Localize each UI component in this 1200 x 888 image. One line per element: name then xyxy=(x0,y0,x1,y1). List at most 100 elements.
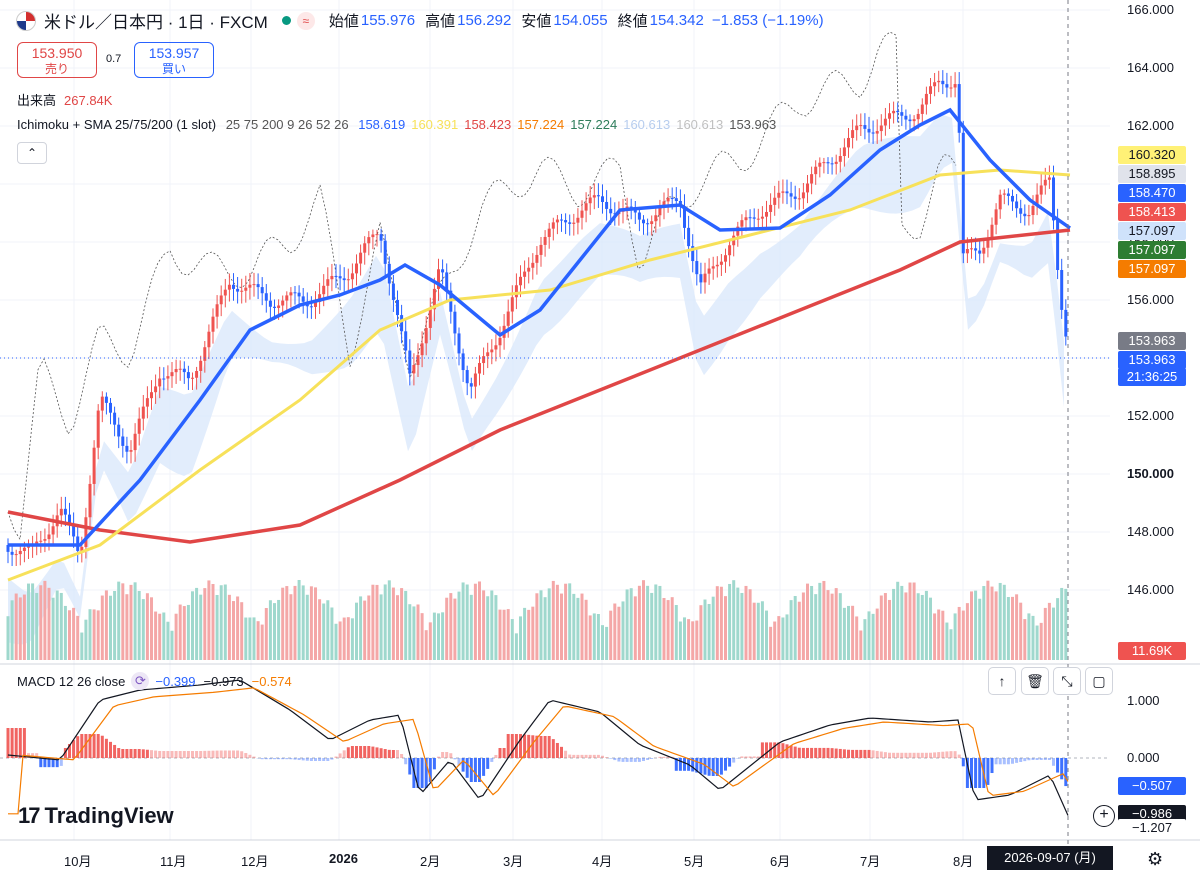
indicator-legend[interactable]: Ichimoku + SMA 25/75/200 (1 slot) 25 75 … xyxy=(17,117,788,132)
candle xyxy=(80,546,84,551)
candle xyxy=(432,288,436,310)
volume-bar xyxy=(158,613,162,660)
macd-histogram-bar xyxy=(305,758,309,761)
volume-bar xyxy=(883,593,887,660)
time-tick-label: 11月 xyxy=(160,854,187,869)
indicator-params: 25 75 200 9 26 52 26 xyxy=(225,117,349,132)
sell-button[interactable]: 153.950 売り xyxy=(17,42,97,78)
macd-histogram-bar xyxy=(51,758,55,768)
buy-button[interactable]: 153.957 買い xyxy=(134,42,214,78)
macd-histogram-bar xyxy=(391,750,395,758)
macd-histogram-bar xyxy=(219,750,223,758)
candle xyxy=(350,273,354,280)
volume-bar xyxy=(154,611,158,660)
move-pane-up-button[interactable]: ↑ xyxy=(988,667,1016,695)
volume-bar xyxy=(43,580,47,660)
candle xyxy=(674,198,678,201)
macd-histogram-bar xyxy=(297,758,301,761)
time-tick-label: 5月 xyxy=(684,854,705,869)
maximize-pane-button[interactable]: ▢ xyxy=(1085,667,1113,695)
candle xyxy=(990,224,994,239)
volume-bar xyxy=(6,616,10,660)
macd-histogram-bar xyxy=(728,758,732,767)
volume-bar xyxy=(182,606,186,660)
volume-bar xyxy=(141,599,145,660)
macd-histogram-bar xyxy=(31,753,35,758)
volume-bar xyxy=(650,592,654,660)
candle xyxy=(383,240,387,264)
volume-bar xyxy=(924,590,928,660)
macd-histogram-bar xyxy=(601,755,604,758)
macd-histogram-bar xyxy=(424,758,428,788)
candle xyxy=(318,294,322,302)
macd-histogram-bar xyxy=(191,751,194,758)
volume-bar xyxy=(1039,622,1043,660)
gear-icon[interactable]: ⚙ xyxy=(1147,849,1164,869)
volume-bar xyxy=(519,616,522,660)
macd-histogram-bar xyxy=(707,758,711,776)
volume-bar xyxy=(121,583,125,660)
add-plus-icon[interactable]: + xyxy=(1093,805,1115,827)
candle xyxy=(219,295,223,305)
volume-bar xyxy=(683,617,686,660)
macd-histogram-bar xyxy=(744,756,748,758)
ohlc-close-label: 終値 xyxy=(617,13,648,30)
volume-bar xyxy=(596,613,600,660)
volume-bar xyxy=(441,612,445,660)
volume-bar xyxy=(445,597,449,660)
candle xyxy=(629,206,633,208)
volume-bar xyxy=(289,594,293,660)
candle xyxy=(814,166,818,175)
macd-histogram-bar xyxy=(974,758,978,788)
macd-histogram-bar xyxy=(564,750,568,758)
data-wave-icon[interactable]: ≈ xyxy=(296,11,315,30)
collapse-legend-button[interactable]: ⌃ xyxy=(17,142,47,164)
macd-histogram-bar xyxy=(617,758,621,762)
sma25-line xyxy=(8,107,1072,547)
symbol-title[interactable]: 米ドル／日本円 · 1日 · FXCM xyxy=(44,13,268,32)
macd-histogram-bar xyxy=(990,758,994,774)
macd-histogram-bar xyxy=(904,752,908,758)
candle xyxy=(871,132,875,134)
candle xyxy=(822,162,826,164)
volume-bar xyxy=(256,621,260,660)
candle xyxy=(564,220,568,223)
volume-bar xyxy=(724,596,727,660)
macd-histogram-bar xyxy=(174,751,178,758)
tradingview-logo[interactable]: 17 TradingView xyxy=(18,803,174,829)
macd-histogram-bar xyxy=(941,751,945,758)
volume-bar xyxy=(609,610,613,660)
volume-bar xyxy=(469,594,473,660)
macd-histogram-bar xyxy=(379,748,383,758)
candle xyxy=(416,355,420,366)
sync-icon[interactable]: ⟳ xyxy=(131,672,150,690)
macd-histogram-bar xyxy=(334,756,338,758)
candle xyxy=(683,206,686,228)
volume-bar xyxy=(637,585,641,660)
candle xyxy=(728,245,732,256)
candle xyxy=(756,218,760,220)
macd-histogram-bar xyxy=(330,758,334,760)
macd-histogram-bar xyxy=(355,746,358,758)
delete-pane-button[interactable]: 🗑 xyxy=(1021,667,1049,695)
macd-histogram-bar xyxy=(346,747,350,758)
collapse-pane-button[interactable]: ⤡ xyxy=(1053,667,1081,695)
macd-legend[interactable]: MACD 12 26 close ⟳ −0.399 −0.973 −0.574 xyxy=(17,672,300,690)
macd-histogram-bar xyxy=(18,728,22,758)
macd-histogram-bar xyxy=(929,752,932,758)
volume-bar xyxy=(691,621,695,660)
volume-legend[interactable]: 出来高 267.84K xyxy=(17,90,112,109)
macd-histogram-bar xyxy=(109,741,112,758)
candle xyxy=(137,418,141,434)
macd-histogram-bar xyxy=(10,728,14,758)
candle xyxy=(309,306,313,308)
volume-bar xyxy=(797,601,801,660)
candle xyxy=(572,222,576,224)
volume-bar xyxy=(1015,594,1019,660)
volume-bar xyxy=(900,585,904,660)
candle xyxy=(658,207,662,216)
macd-histogram-bar xyxy=(404,758,408,765)
volume-bar xyxy=(10,600,14,660)
volume-bar xyxy=(133,582,137,660)
